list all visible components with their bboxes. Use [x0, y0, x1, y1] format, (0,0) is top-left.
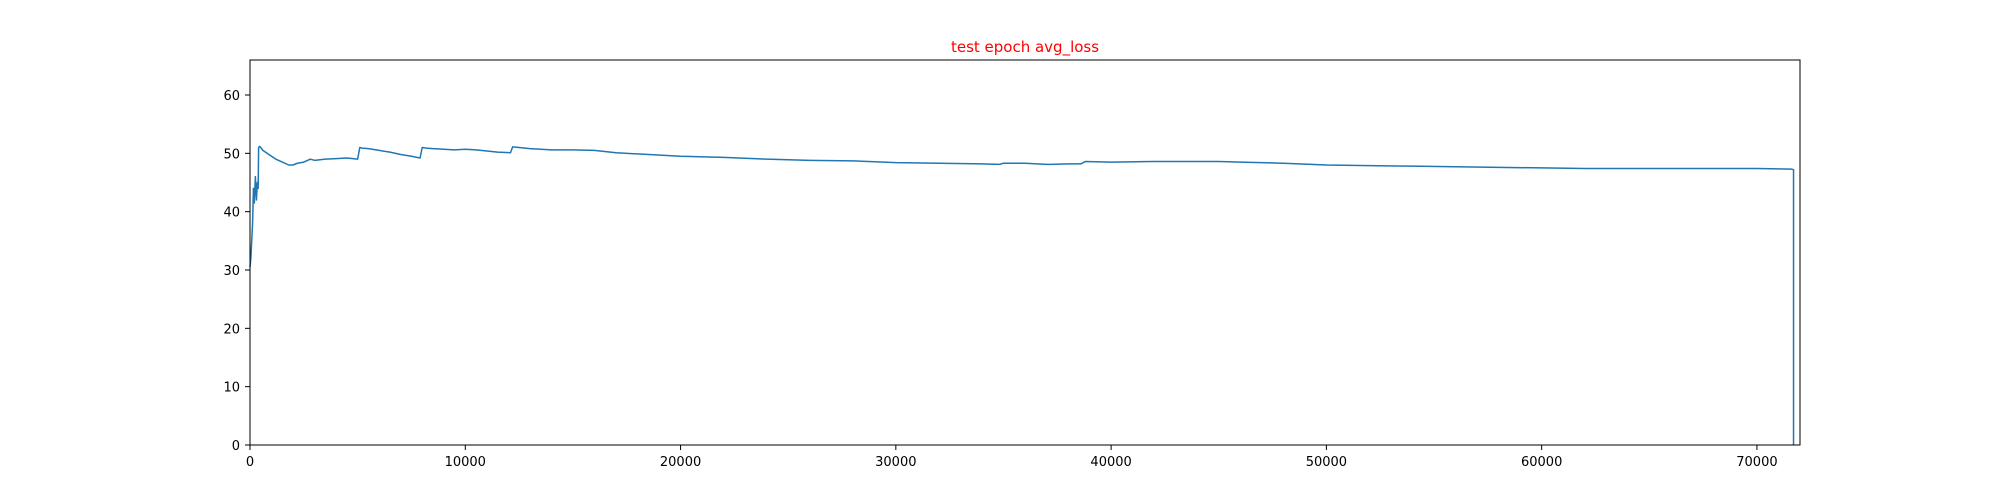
axes-layer: 0 10000 20000 30000 40000 50000 60000 70000 0 10 2…	[223, 89, 1777, 470]
y-tick-label: 60	[223, 89, 240, 104]
x-tick-label: 60000	[1521, 455, 1562, 470]
y-tick-label: 30	[223, 264, 240, 279]
y-tick-label: 40	[223, 206, 240, 221]
x-tick-label: 50000	[1306, 455, 1347, 470]
x-tick-label: 70000	[1736, 455, 1777, 470]
series-layer	[249, 145, 1795, 445]
x-tick-label: 10000	[445, 455, 486, 470]
series-line	[249, 145, 1795, 445]
y-tick-label: 50	[223, 147, 240, 162]
x-tick-label: 40000	[1090, 455, 1131, 470]
plot-frame	[249, 59, 1801, 446]
x-tick-label: 30000	[875, 455, 916, 470]
x-tick-label: 0	[246, 455, 254, 470]
y-tick-label: 0	[232, 439, 240, 454]
y-tick-label: 10	[223, 381, 240, 396]
y-tick-label: 20	[223, 322, 240, 337]
x-tick-label: 20000	[660, 455, 701, 470]
chart-title: test epoch avg_loss	[951, 38, 1099, 57]
